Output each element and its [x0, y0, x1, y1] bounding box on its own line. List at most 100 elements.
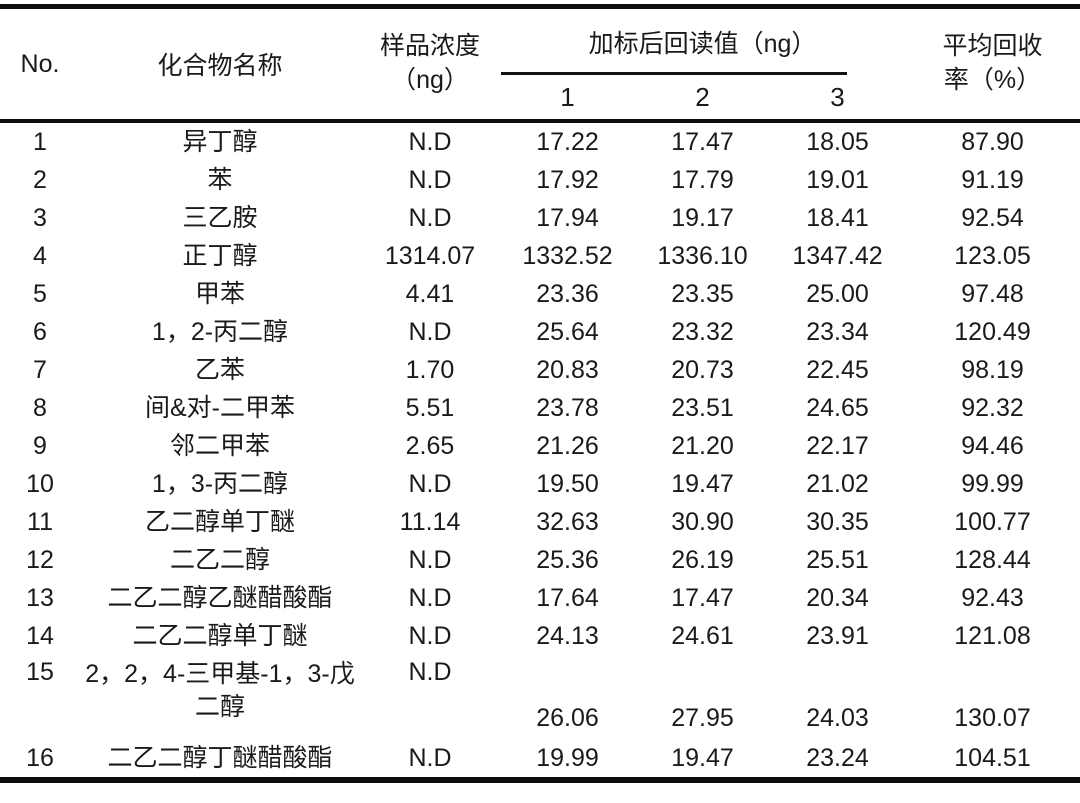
- readback-value-2: 24.61: [671, 621, 734, 650]
- readback-value-1: 19.50: [536, 469, 599, 498]
- sample-concentration: N.D: [408, 203, 452, 232]
- readback-value-3: 23.34: [806, 317, 869, 346]
- compound-name: 二乙二醇: [169, 545, 270, 574]
- avg-recovery-value: 92.54: [961, 203, 1024, 232]
- avg-recovery-value: 130.07: [954, 704, 1031, 733]
- sample-concentration: N.D: [408, 127, 452, 156]
- row-number: 8: [33, 393, 47, 422]
- readback-value-2: 23.32: [671, 317, 734, 346]
- header-replicate-3: 3: [830, 81, 845, 112]
- compound-name: 甲苯: [194, 279, 245, 308]
- readback-value-3: 18.41: [806, 203, 869, 232]
- header-sample-concentration: 样品浓度（ng）: [360, 7, 500, 122]
- readback-value-1: 24.13: [536, 621, 599, 650]
- readback-value-1: 17.94: [536, 203, 599, 232]
- header-spike-readback-label: 加标后回读值（ng）: [588, 30, 817, 58]
- sample-concentration: 11.14: [399, 507, 461, 536]
- readback-value-2: 27.95: [671, 704, 734, 733]
- table-row: 4 正丁醇 1314.07 1332.52 1336.10 1347.42 12…: [0, 237, 1080, 275]
- compound-name: 乙苯: [194, 355, 245, 384]
- readback-value-3: 22.17: [806, 431, 869, 460]
- readback-value-2: 19.47: [671, 469, 734, 498]
- table-row: 6 1，2-丙二醇 N.D 25.64 23.32 23.34 120.49: [0, 313, 1080, 351]
- avg-recovery-value: 100.77: [954, 507, 1031, 536]
- sample-concentration: N.D: [408, 545, 452, 574]
- readback-value-1: 23.36: [536, 279, 599, 308]
- compound-name: 邻二甲苯: [169, 431, 270, 460]
- sample-concentration: N.D: [408, 583, 452, 612]
- table-row: 3 三乙胺 N.D 17.94 19.17 18.41 92.54: [0, 199, 1080, 237]
- sample-concentration: N.D: [408, 165, 452, 194]
- readback-value-3: 30.35: [806, 507, 869, 536]
- sample-concentration: N.D: [408, 469, 452, 498]
- recovery-table: No. 化合物名称 样品浓度（ng） 加标后回读值（ng） 平均回收率（%） 1…: [0, 4, 1080, 783]
- table-row: 7 乙苯 1.70 20.83 20.73 22.45 98.19: [0, 351, 1080, 389]
- compound-name: 三乙胺: [182, 203, 258, 232]
- readback-value-1: 19.99: [536, 743, 599, 772]
- table-row: 8 间&对-二甲苯 5.51 23.78 23.51 24.65 92.32: [0, 389, 1080, 427]
- readback-value-3: 25.00: [806, 279, 869, 308]
- readback-value-3: 1347.42: [792, 241, 883, 270]
- header-compound-name: 化合物名称: [157, 52, 283, 80]
- readback-value-2: 20.73: [671, 355, 734, 384]
- readback-value-2: 23.35: [671, 279, 734, 308]
- avg-recovery-value: 92.32: [961, 393, 1024, 422]
- row-number: 12: [26, 545, 54, 574]
- table-header: No. 化合物名称 样品浓度（ng） 加标后回读值（ng） 平均回收率（%） 1…: [0, 7, 1080, 122]
- row-number: 1: [33, 127, 47, 156]
- readback-value-3: 23.91: [806, 621, 869, 650]
- header-no: No.: [20, 49, 60, 78]
- readback-value-3: 24.65: [806, 393, 869, 422]
- avg-recovery-value: 104.51: [954, 743, 1031, 772]
- compound-name: 异丁醇: [182, 127, 258, 156]
- readback-value-1: 25.64: [536, 317, 599, 346]
- sample-concentration: N.D: [408, 743, 452, 772]
- readback-value-1: 21.26: [536, 431, 599, 460]
- compound-name: 1，2-丙二醇: [151, 317, 289, 346]
- compound-name: 二乙二醇单丁醚: [132, 621, 308, 650]
- table-body: 1 异丁醇 N.D 17.22 17.47 18.05 87.90 2 苯 N.…: [0, 121, 1080, 780]
- sample-concentration: N.D: [408, 658, 452, 686]
- table-row: 11 乙二醇单丁醚 11.14 32.63 30.90 30.35 100.77: [0, 503, 1080, 541]
- avg-recovery-value: 121.08: [954, 621, 1031, 650]
- compound-name: 2，2，4-三甲基-1，3-戊二醇: [85, 660, 355, 721]
- row-number: 2: [33, 165, 47, 194]
- table-row: 14 二乙二醇单丁醚 N.D 24.13 24.61 23.91 121.08: [0, 617, 1080, 655]
- header-replicate-1: 1: [560, 81, 575, 112]
- readback-value-2: 23.51: [671, 393, 734, 422]
- readback-value-3: 19.01: [806, 165, 869, 194]
- avg-recovery-value: 97.48: [961, 279, 1024, 308]
- compound-name: 二乙二醇乙醚醋酸酯: [107, 583, 333, 612]
- row-number: 10: [26, 469, 54, 498]
- readback-value-3: 25.51: [806, 545, 869, 574]
- readback-value-1: 1332.52: [522, 241, 613, 270]
- table-row: 5 甲苯 4.41 23.36 23.35 25.00 97.48: [0, 275, 1080, 313]
- row-number: 4: [33, 241, 47, 270]
- row-number: 9: [33, 431, 47, 460]
- row-number: 15: [26, 658, 54, 686]
- avg-recovery-value: 87.90: [961, 127, 1024, 156]
- sample-concentration: 4.41: [405, 279, 455, 308]
- sample-concentration: N.D: [408, 317, 452, 346]
- readback-value-2: 1336.10: [657, 241, 748, 270]
- readback-value-1: 20.83: [536, 355, 599, 384]
- readback-value-3: 22.45: [806, 355, 869, 384]
- avg-recovery-value: 92.43: [961, 583, 1024, 612]
- compound-name: 正丁醇: [182, 241, 258, 270]
- avg-recovery-value: 91.19: [961, 165, 1024, 194]
- header-spike-readback-group: 加标后回读值（ng）: [500, 7, 905, 76]
- avg-recovery-value: 98.19: [961, 355, 1024, 384]
- avg-recovery-value: 94.46: [961, 431, 1024, 460]
- readback-value-3: 18.05: [806, 127, 869, 156]
- compound-name: 二乙二醇丁醚醋酸酯: [107, 743, 333, 772]
- table-row: 9 邻二甲苯 2.65 21.26 21.20 22.17 94.46: [0, 427, 1080, 465]
- compound-name: 苯: [207, 165, 233, 194]
- row-number: 16: [26, 743, 54, 772]
- readback-value-2: 26.19: [671, 545, 734, 574]
- readback-value-2: 19.47: [671, 743, 734, 772]
- sample-concentration: 5.51: [405, 393, 455, 422]
- readback-value-1: 17.64: [536, 583, 599, 612]
- readback-value-2: 19.17: [671, 203, 734, 232]
- avg-recovery-value: 123.05: [954, 241, 1031, 270]
